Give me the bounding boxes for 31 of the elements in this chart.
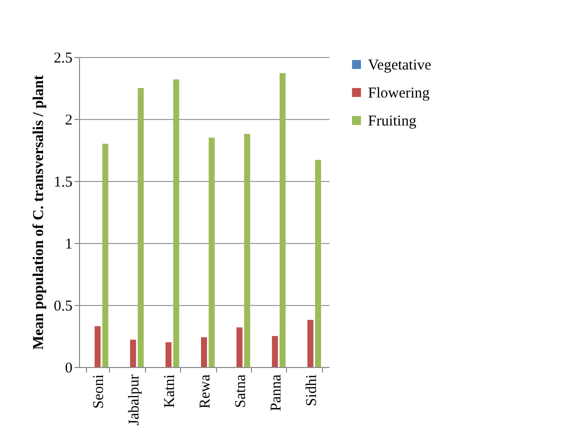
x-tick-label: Seoni [91, 374, 108, 409]
legend-label: Vegetative [368, 58, 432, 74]
legend-label: Flowering [368, 86, 430, 102]
bar [173, 79, 180, 367]
x-tick-label: Rewa [198, 374, 214, 409]
x-tick-label: Satna [232, 374, 249, 408]
bar [272, 336, 278, 367]
y-tick-label: 2 [65, 112, 72, 128]
bar [130, 340, 136, 367]
x-tick-label: Katni [162, 374, 178, 408]
bar [201, 337, 207, 367]
y-tick-label: 1 [65, 236, 72, 252]
y-tick-label: 0 [65, 360, 72, 376]
y-axis-title: Mean population of C. transversalis / plant [30, 75, 47, 350]
y-tick-label: 1.5 [54, 174, 72, 190]
bar [138, 88, 144, 367]
bar [244, 134, 250, 367]
x-tick-label: Panna [268, 374, 284, 412]
x-tick-label: Sidhi [304, 374, 320, 406]
bar [307, 320, 314, 367]
bar [166, 342, 172, 367]
bar [280, 73, 286, 367]
bar [315, 160, 322, 367]
x-tick-label: Jabalpur [126, 374, 143, 426]
y-tick-label: 2.5 [54, 50, 72, 66]
bar [94, 326, 101, 367]
bar [102, 144, 108, 367]
y-tick-label: 0.5 [54, 298, 72, 314]
legend-label: Fruiting [368, 114, 417, 130]
bar [208, 138, 215, 367]
bar [236, 327, 242, 367]
